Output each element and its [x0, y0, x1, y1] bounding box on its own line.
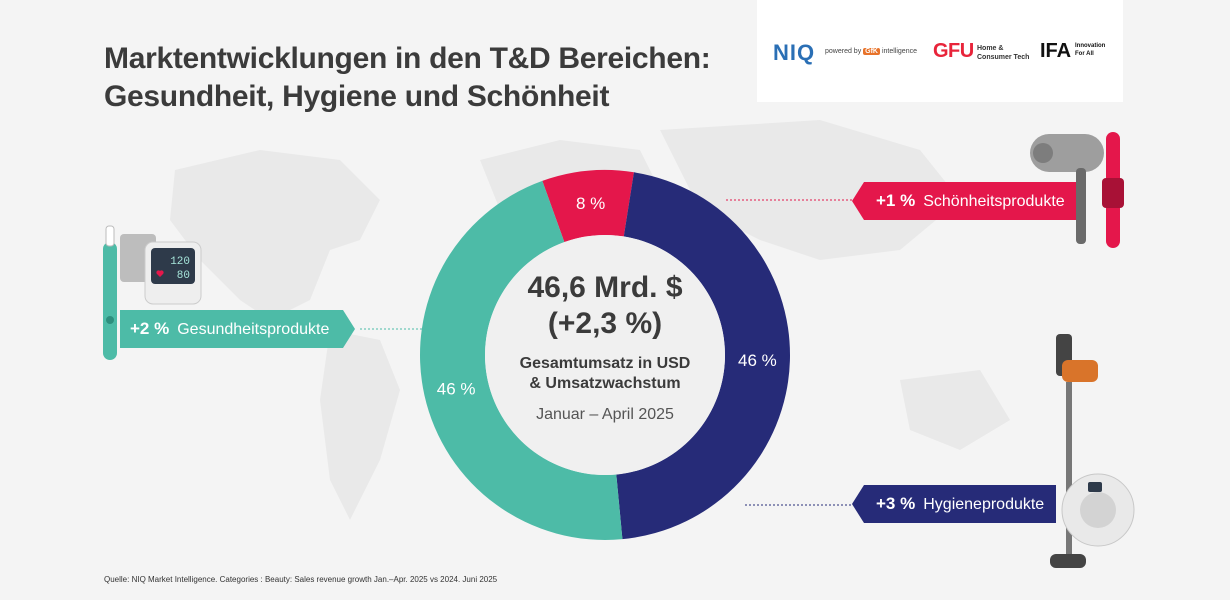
logo-panel: NIQ powered by GfK intelligence GFU Home…	[757, 0, 1123, 102]
health-label: Gesundheitsprodukte	[177, 321, 330, 338]
health-growth: +2 %	[130, 319, 170, 338]
desc-line-2: & Umsatzwachstum	[529, 375, 681, 392]
ifa-sub-line-1: Innovation	[1075, 43, 1106, 49]
health-devices-illustration: 120 80	[103, 225, 202, 360]
gfu-sub-line-2: Consumer Tech	[977, 54, 1030, 61]
beauty-tag: +1 % Schönheitsprodukte	[852, 182, 1077, 220]
gfu-sub-line-1: Home &	[977, 45, 1004, 52]
page-title: Marktentwicklungen in den T&D Bereichen:…	[104, 40, 711, 116]
chart-center: 46,6 Mrd. $ (+2,3 %) Gesamtumsatz in USD…	[470, 270, 740, 424]
bp-systolic-readout: 120	[170, 256, 190, 268]
gfu-subtitle: Home & Consumer Tech	[977, 44, 1029, 62]
center-description: Gesamtumsatz in USD & Umsatzwachstum	[470, 354, 740, 394]
slice-label-health: 46 %	[437, 379, 476, 398]
powered-by-text: powered by GfK intelligence	[825, 48, 917, 55]
hairdryer-illustration	[1030, 132, 1124, 248]
donut-slice-health	[419, 180, 623, 540]
title-line-1: Marktentwicklungen in den T&D Bereichen:	[104, 42, 711, 75]
hairdryer-icon	[1030, 134, 1104, 172]
gfk-logo: GfK	[863, 48, 880, 55]
cleaning-devices-illustration	[1050, 334, 1135, 568]
hygiene-tag: +3 % Hygieneprodukte	[851, 485, 1057, 523]
title-line-2: Gesundheit, Hygiene und Schönheit	[104, 80, 610, 113]
hygiene-growth: +3 %	[876, 494, 916, 513]
period-label: Januar – April 2025	[536, 406, 674, 423]
donut-center-fill	[485, 235, 725, 475]
desc-line-1: Gesamtumsatz in USD	[519, 355, 691, 372]
slice-label-beauty: 8 %	[576, 194, 605, 213]
intelligence-label: intelligence	[881, 48, 917, 55]
ifa-sub-line-2: For All	[1075, 51, 1094, 57]
donut-slice-beauty	[542, 170, 634, 243]
gfu-logo: GFU	[933, 40, 974, 62]
beauty-label: Schönheitsprodukte	[923, 193, 1065, 210]
powered-label: powered by	[825, 48, 862, 55]
ifa-logo: IFA	[1040, 40, 1072, 62]
hygiene-label: Hygieneprodukte	[923, 496, 1045, 513]
heart-icon	[156, 270, 164, 277]
health-tag: +2 % Gesundheitsprodukte	[120, 310, 356, 348]
total-growth: (+2,3 %)	[547, 307, 663, 340]
bp-diastolic-readout: 80	[177, 270, 190, 282]
niq-logo: NIQ	[773, 40, 816, 65]
ifa-subtitle: Innovation For All	[1075, 42, 1105, 58]
total-value: 46,6 Mrd. $	[527, 271, 683, 304]
beauty-growth: +1 %	[876, 191, 916, 210]
toothbrush-icon	[103, 242, 117, 360]
donut-slice-hygiene	[616, 172, 790, 540]
slice-label-hygiene: 46 %	[738, 351, 777, 370]
source-note: Quelle: NIQ Market Intelligence. Categor…	[104, 575, 498, 584]
